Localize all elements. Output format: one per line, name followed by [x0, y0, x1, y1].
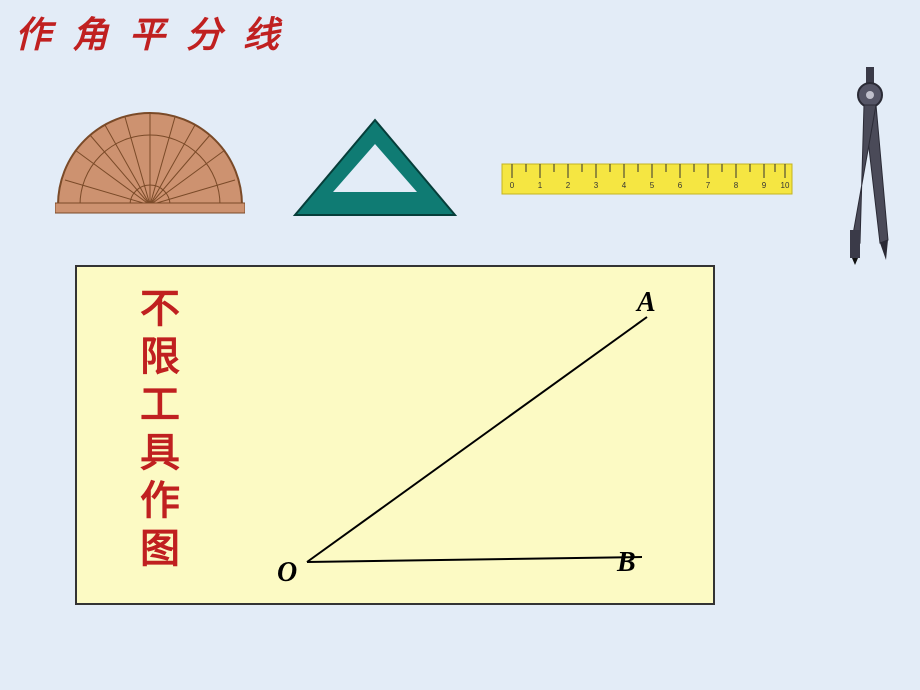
protractor-icon: [55, 110, 245, 220]
compass-icon: [830, 65, 910, 265]
page-title: 作 角 平 分 线: [15, 6, 285, 58]
svg-text:0: 0: [510, 181, 515, 190]
ruler-icon: 0 1 2 3 4 5 6 7 8 9 10: [500, 160, 800, 200]
diagram-box: 不限工具作图 O A B: [75, 265, 715, 605]
svg-text:1: 1: [538, 181, 543, 190]
svg-text:5: 5: [650, 181, 655, 190]
tools-row: 0 1 2 3 4 5 6 7 8 9 10: [0, 60, 920, 260]
svg-text:6: 6: [678, 181, 683, 190]
point-label-O: O: [277, 557, 297, 589]
svg-text:8: 8: [734, 181, 739, 190]
set-square-icon: [285, 110, 465, 230]
svg-text:9: 9: [762, 181, 767, 190]
svg-text:2: 2: [566, 181, 571, 190]
ray-OB: [307, 557, 642, 562]
svg-text:4: 4: [622, 181, 627, 190]
point-label-A: A: [637, 287, 656, 319]
svg-text:10: 10: [781, 181, 790, 190]
point-label-B: B: [617, 547, 636, 579]
svg-text:3: 3: [594, 181, 599, 190]
vertical-caption: 不限工具作图: [127, 287, 185, 575]
svg-text:7: 7: [706, 181, 711, 190]
ray-OA: [307, 317, 647, 562]
